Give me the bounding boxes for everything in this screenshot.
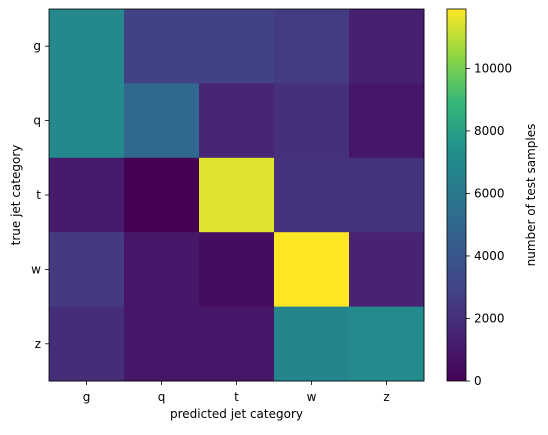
heatmap-cell-g-w [274, 9, 350, 84]
heatmap-cell-z-q [124, 306, 200, 382]
heatmap-cell-q-t [199, 83, 275, 159]
heatmap-cell-t-z [349, 157, 425, 233]
heatmap-cell-q-w [274, 83, 350, 159]
heatmap-cells [49, 9, 425, 382]
heatmap-cell-z-w [274, 306, 350, 382]
heatmap-cell-w-t [199, 232, 275, 308]
heatmap-cell-t-t [199, 157, 275, 233]
heatmap-cell-z-z [349, 306, 425, 382]
heatmap-cell-g-q [124, 9, 200, 84]
x-axis-label: predicted jet category [170, 407, 303, 421]
colorbar-ticks: 0 2000 4000 6000 8000 10000 [466, 61, 512, 388]
colorbar-label: number of test samples [524, 124, 538, 267]
heatmap-cell-t-w [274, 157, 350, 233]
y-tick-label: z [35, 337, 41, 351]
y-axis-label: true jet category [9, 145, 23, 246]
heatmap-cell-w-q [124, 232, 200, 308]
x-tick-label: z [383, 390, 389, 404]
y-ticks: g q t w z [31, 39, 49, 351]
heatmap-cell-w-z [349, 232, 425, 308]
y-tick-label: t [36, 188, 41, 202]
heatmap-cell-g-g [49, 9, 125, 84]
y-tick-label: w [31, 262, 41, 276]
heatmap-cell-t-g [49, 157, 125, 233]
x-tick-label: t [234, 390, 239, 404]
heatmap-cell-g-z [349, 9, 425, 84]
colorbar-tick-label: 2000 [474, 311, 505, 325]
heatmap-cell-q-g [49, 83, 125, 159]
heatmap-cell-w-w [274, 232, 350, 308]
heatmap-cell-w-g [49, 232, 125, 308]
heatmap-cell-g-t [199, 9, 275, 84]
heatmap-cell-t-q [124, 157, 200, 233]
heatmap-cell-q-z [349, 83, 425, 159]
heatmap-cell-q-q [124, 83, 200, 159]
colorbar [446, 8, 467, 382]
colorbar-tick-label: 6000 [474, 186, 505, 200]
colorbar-tick-label: 10000 [474, 61, 512, 75]
heatmap-cell-z-g [49, 306, 125, 382]
y-tick-label: g [33, 39, 41, 53]
colorbar-tick-label: 8000 [474, 124, 505, 138]
y-tick-label: q [33, 114, 41, 128]
x-tick-label: g [83, 390, 91, 404]
x-tick-label: q [158, 390, 166, 404]
heatmap-cell-z-t [199, 306, 275, 382]
colorbar-tick-label: 0 [474, 374, 482, 388]
colorbar-tick-label: 4000 [474, 249, 505, 263]
x-tick-label: w [307, 390, 317, 404]
